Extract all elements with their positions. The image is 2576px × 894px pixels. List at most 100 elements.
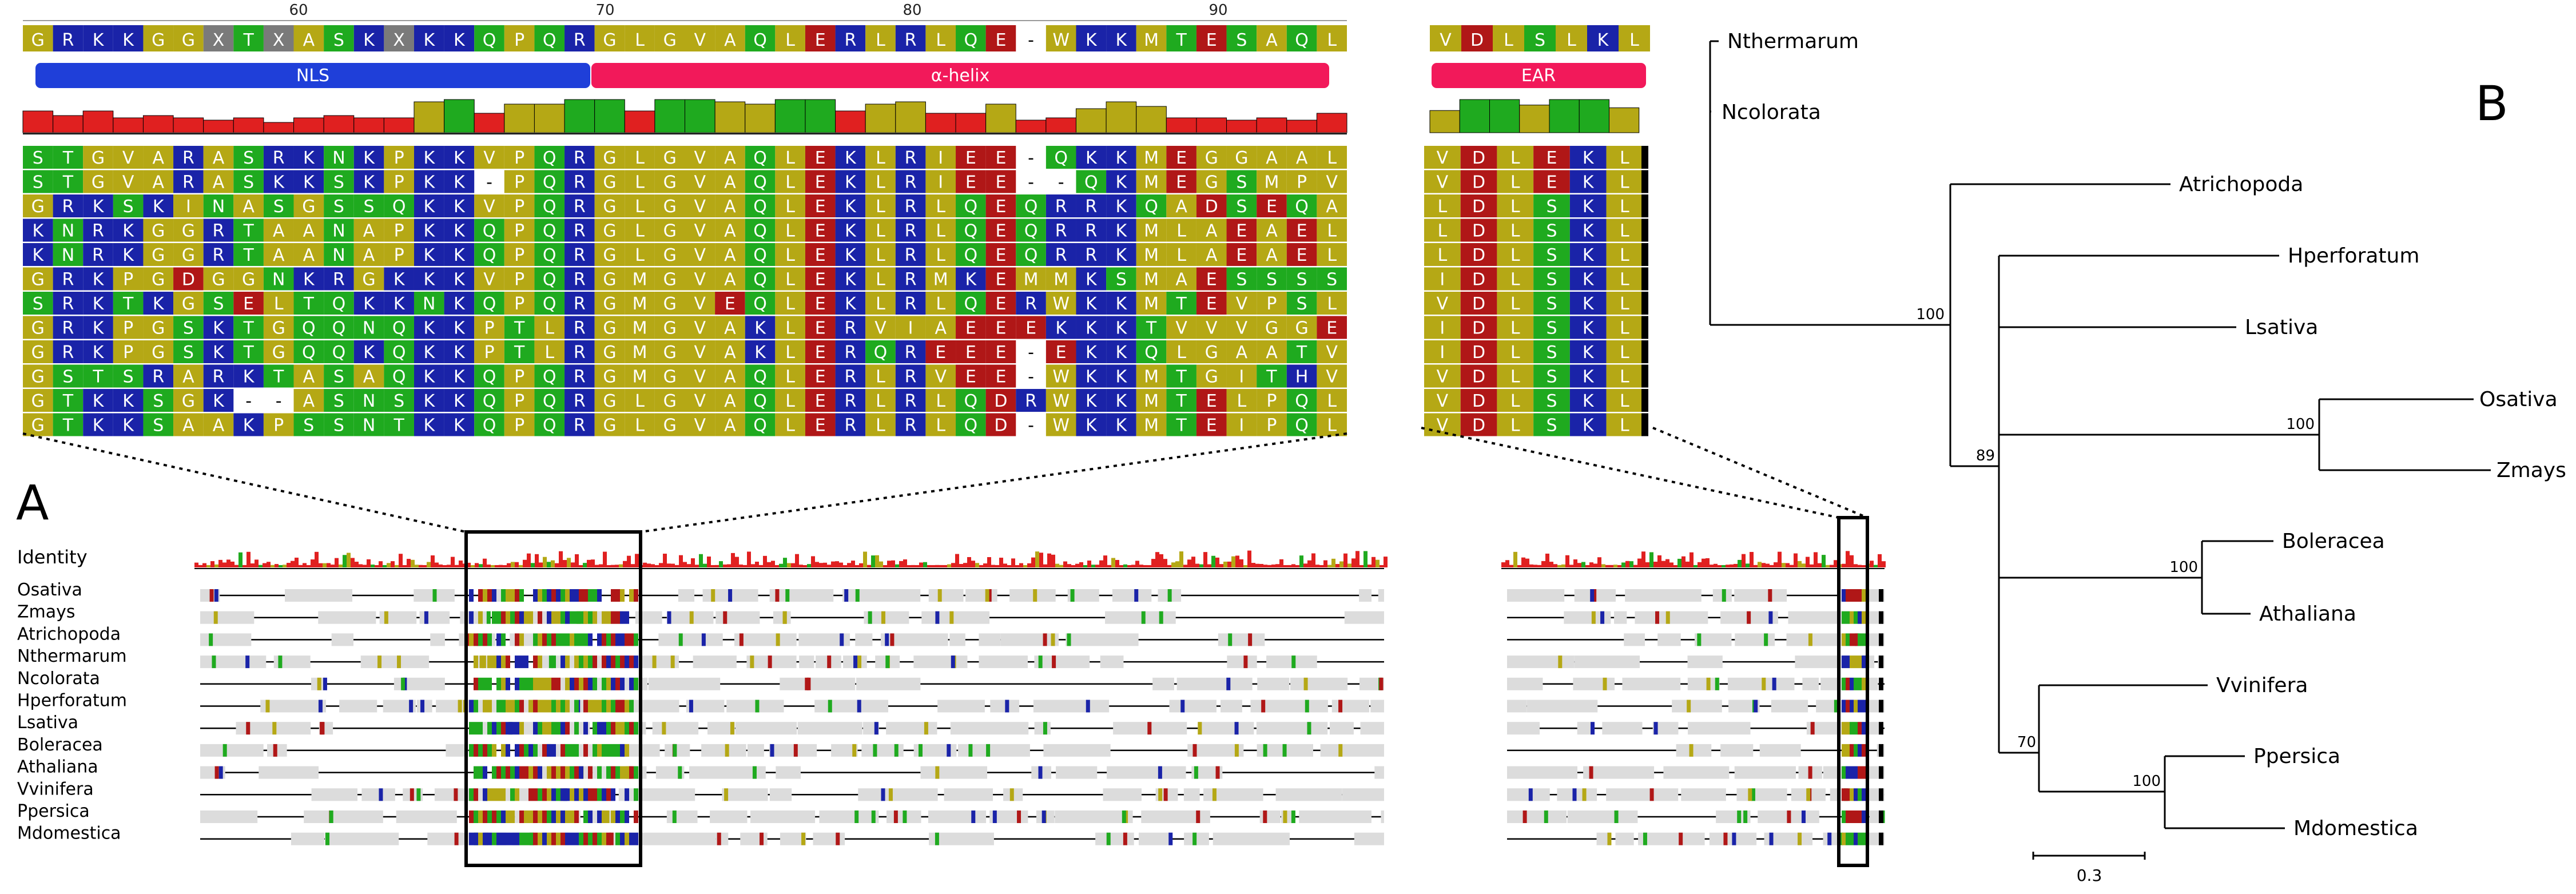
- ear-row-cell: [1497, 267, 1534, 291]
- overview-residue: [871, 810, 876, 823]
- overview-zoom-residue: [478, 744, 483, 757]
- alignment-row-residue: Q: [543, 221, 556, 241]
- overview-zoom-residue: [501, 655, 506, 669]
- overview-zoom-residue: [625, 655, 629, 669]
- overview-identity-bar: [659, 563, 663, 567]
- alignment-row-cell: [324, 316, 354, 339]
- overview-zoom-residue: [602, 788, 606, 801]
- identity-bar: [594, 99, 625, 133]
- alignment-row-residue: Q: [753, 148, 767, 168]
- overview-block: [686, 700, 725, 713]
- overview-block: [1359, 677, 1384, 690]
- ear-consensus-cell: [1524, 25, 1556, 51]
- overview-residue: [1194, 766, 1198, 779]
- consensus-cell: [805, 25, 836, 51]
- overview-zoom-residue: [515, 722, 519, 735]
- consensus-cell: [113, 25, 144, 51]
- alignment-row-cell: [113, 413, 144, 436]
- ear-row-cell: [1497, 146, 1534, 169]
- overview-zoom-residue: [551, 744, 556, 757]
- alignment-row-residue: G: [603, 221, 616, 241]
- overview-identity-bar: [843, 565, 847, 567]
- overview-identity-bar: [599, 564, 603, 567]
- ear-row-residue: L: [1437, 245, 1447, 265]
- alignment-row-residue: K: [1086, 416, 1098, 436]
- overview-zoom-residue: [588, 611, 593, 624]
- overview-block: [693, 655, 737, 669]
- alignment-row-residue: A: [724, 416, 736, 436]
- alignment-row-cell: [1136, 316, 1167, 339]
- overview-block: [950, 722, 1029, 735]
- overview-zoom-residue: [483, 589, 487, 602]
- alignment-row-cell: [654, 218, 685, 242]
- identity-bar: [774, 99, 806, 133]
- overview-identity-bar: [1135, 561, 1139, 567]
- scale-bar-label: 0.3: [2077, 866, 2102, 885]
- identity-bar: [654, 99, 685, 133]
- ear-row-cell: [1460, 340, 1497, 363]
- overview-identity-bar: [719, 561, 723, 567]
- alignment-row-residue: S: [1116, 270, 1127, 290]
- alignment-row-residue: K: [454, 294, 466, 314]
- alignment-row-residue: Q: [753, 294, 767, 314]
- alignment-row-cell: [143, 292, 174, 315]
- overview-block: [1221, 700, 1242, 713]
- alignment-row-cell: [444, 194, 475, 217]
- overview-identity-bar: [359, 564, 363, 567]
- overview-zoom-residue: [574, 832, 579, 845]
- overview-residue: [986, 744, 991, 757]
- overview-identity-bar: [607, 565, 611, 567]
- alignment-row-residue: G: [31, 343, 45, 363]
- overview-zoom-residue: [506, 766, 510, 779]
- alignment-row-residue: D: [994, 416, 1007, 436]
- consensus-residue: G: [663, 30, 677, 50]
- alignment-row-residue: Q: [483, 245, 496, 265]
- overview-identity-bar: [455, 565, 459, 567]
- overview-zoom-residue: [542, 722, 547, 735]
- alignment-row-cell: [745, 389, 776, 412]
- alignment-row-residue: Q: [543, 367, 556, 387]
- consensus-residue: T: [243, 30, 254, 50]
- overview-zoom-residue: [615, 810, 620, 823]
- consensus-residue: K: [423, 30, 435, 50]
- overview-zoom-residue: [611, 611, 615, 624]
- overview-ear-residue: [1862, 589, 1866, 602]
- overview-identity-bar: [255, 559, 259, 567]
- alignment-row-residue: S: [1236, 173, 1247, 193]
- alignment-row-residue: A: [1326, 197, 1338, 217]
- alignment-row-residue: V: [483, 270, 495, 290]
- alignment-row-cell: [594, 218, 625, 242]
- overview-block: [259, 766, 319, 779]
- overview-zoom-residue: [538, 589, 542, 602]
- alignment-row-cell: [263, 218, 294, 242]
- overview-residue: [935, 832, 939, 845]
- overview-identity-bar: [967, 557, 971, 567]
- alignment-row-cell: [534, 389, 565, 412]
- overview-ear-terminator: [1879, 655, 1883, 669]
- alignment-row-cell: [594, 146, 625, 169]
- ear-row-residue: S: [1546, 343, 1557, 363]
- overview-zoom-residue: [487, 722, 492, 735]
- overview-zoom-residue: [547, 810, 551, 823]
- overview-zoom-residue: [492, 722, 496, 735]
- alignment-row-cell: [625, 243, 655, 266]
- alignment-row-cell: [835, 194, 866, 217]
- overview-identity-bar: [1015, 565, 1019, 567]
- overview-zoom-residue: [574, 589, 579, 602]
- alignment-row-cell: [504, 316, 535, 339]
- alignment-row-cell: [113, 316, 144, 339]
- overview-identity-bar: [271, 565, 275, 567]
- overview-identity-bar: [1107, 565, 1111, 567]
- overview-zoom-residue: [506, 677, 510, 690]
- alignment-row-cell: [324, 292, 354, 315]
- alignment-row-residue: P: [514, 197, 524, 217]
- overview-identity-bar: [1533, 565, 1537, 567]
- overview-identity-bar: [927, 565, 931, 567]
- overview-identity-bar: [1095, 565, 1099, 567]
- overview-identity-bar: [563, 560, 567, 567]
- alignment-row-residue: -: [245, 391, 252, 411]
- alignment-row-cell: [353, 218, 384, 242]
- overview-residue: [1009, 788, 1014, 801]
- alignment-row-residue: K: [93, 343, 105, 363]
- alignment-row-residue: N: [332, 221, 345, 241]
